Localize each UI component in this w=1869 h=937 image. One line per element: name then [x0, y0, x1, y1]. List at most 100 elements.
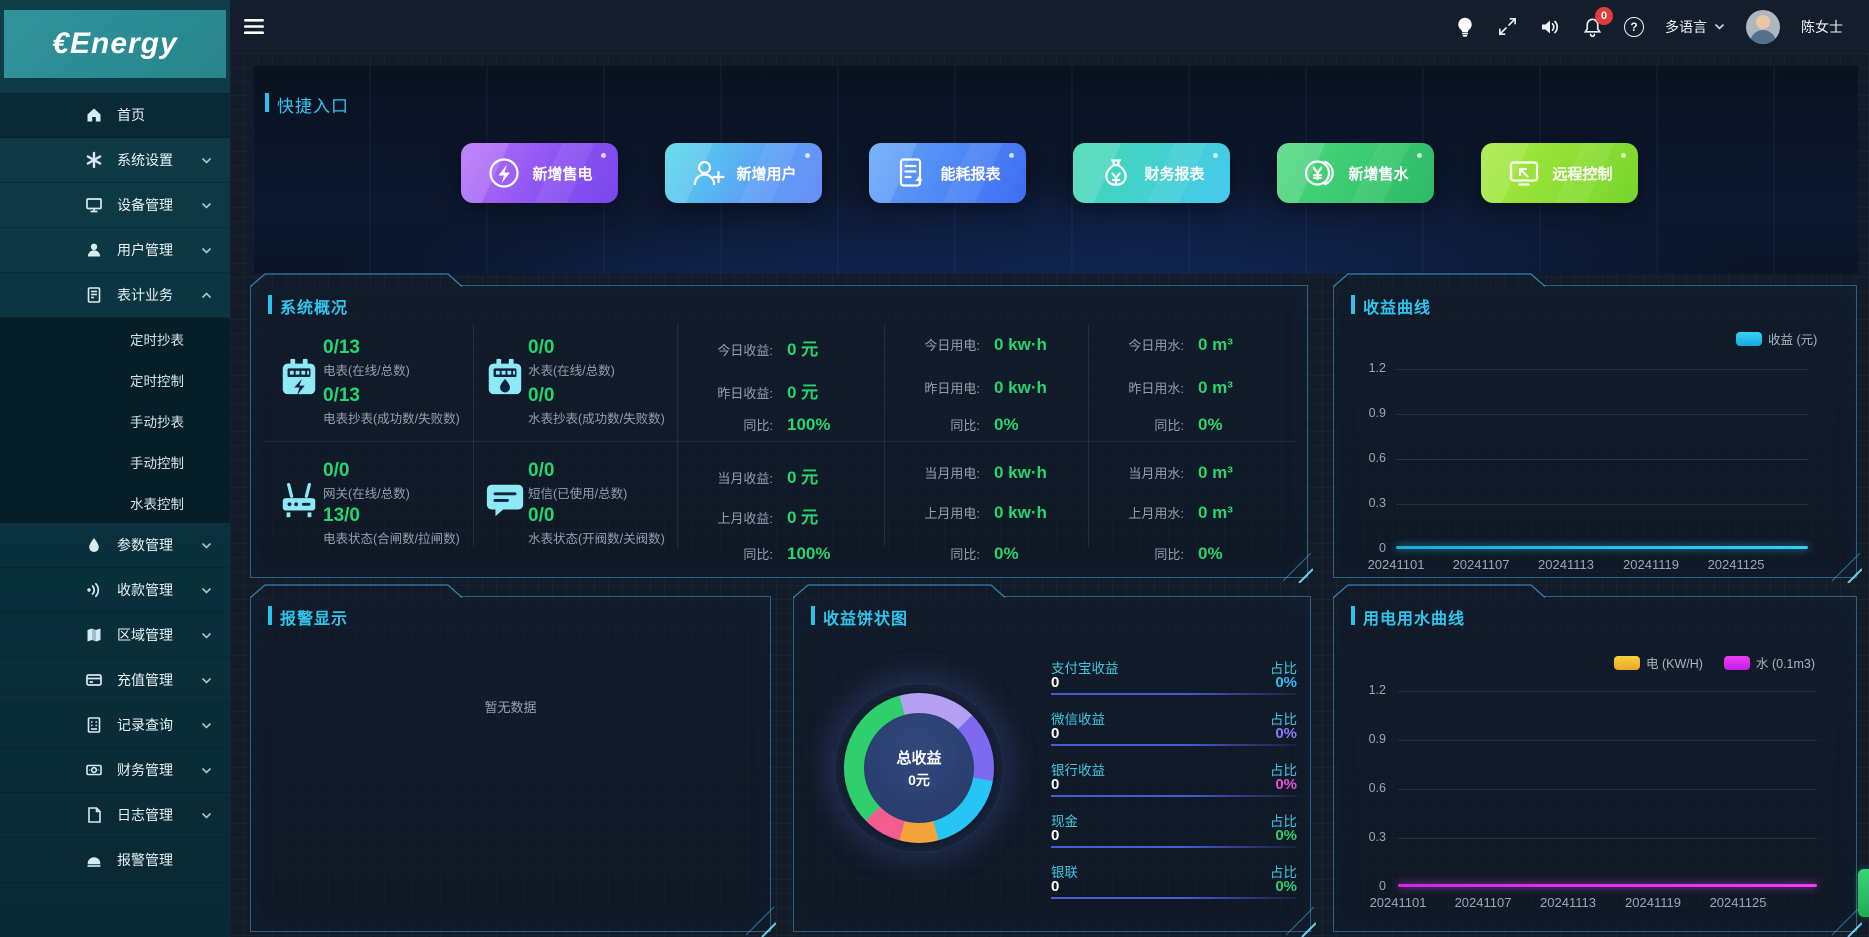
- sidebar-item-records-query[interactable]: 记录查询: [0, 703, 230, 748]
- app-logo[interactable]: €Energy: [4, 10, 226, 78]
- revenue-legend[interactable]: 收益 (元): [1736, 329, 1817, 348]
- sidebar: €Energy 首页 系统设置 设备管理: [0, 0, 230, 937]
- y-tick-label: 0.6: [1368, 451, 1386, 465]
- notification-badge: 0: [1595, 6, 1613, 25]
- y-tick-label: 0.6: [1368, 781, 1386, 795]
- quick-entry-title: 快捷入口: [277, 97, 349, 116]
- x-tick-label: 20241101: [1367, 557, 1425, 572]
- revenue-donut-chart[interactable]: 总收益 0元: [834, 683, 1004, 853]
- sidebar-item-collection-mgmt[interactable]: 收款管理: [0, 568, 230, 613]
- alarm-display-title: 报警显示: [280, 611, 349, 628]
- chevron-down-icon: [1714, 23, 1725, 30]
- chevron-down-icon: [201, 202, 212, 209]
- settings-icon: [85, 151, 103, 169]
- new-user-button[interactable]: 新增用户: [665, 143, 822, 203]
- gridline: [1396, 414, 1808, 415]
- meter-icon: [85, 286, 103, 304]
- section-accent-bar: [1351, 295, 1355, 314]
- sidebar-subitem-manual-reading[interactable]: 手动抄表: [130, 414, 184, 430]
- phone-volume-icon: [85, 581, 103, 599]
- sidebar-item-region-mgmt[interactable]: 区域管理: [0, 613, 230, 658]
- sidebar-subitem-scheduled-control[interactable]: 定时控制: [130, 373, 184, 389]
- sidebar-item-system-settings[interactable]: 系统设置: [0, 138, 230, 183]
- usage-legend-water[interactable]: 水 (0.1m3): [1724, 653, 1815, 672]
- chevron-down-icon: [201, 157, 212, 164]
- new-electric-sale-button[interactable]: 新增售电: [461, 143, 618, 203]
- pie-row-wechat: 微信收益 占比 0 0%: [1051, 708, 1297, 752]
- money-bag-icon: [1105, 159, 1128, 186]
- electric-meter-icon: [278, 356, 320, 403]
- sms-icon: [484, 479, 526, 526]
- theme-bulb-icon[interactable]: [1454, 16, 1476, 38]
- y-tick-label: 0.9: [1368, 406, 1386, 420]
- remote-control-button[interactable]: 远程控制: [1481, 143, 1638, 203]
- sidebar-item-device-mgmt[interactable]: 设备管理: [0, 183, 230, 228]
- x-tick-label: 20241107: [1454, 895, 1512, 910]
- speaker-icon[interactable]: [1539, 16, 1561, 38]
- chevron-down-icon: [201, 587, 212, 594]
- user-icon: [85, 241, 103, 259]
- chevron-down-icon: [201, 767, 212, 774]
- revenue-curve-panel: 收益曲线 收益 (元) 1.2 0.9 0.6 0.3 0 20241101 2…: [1333, 273, 1862, 583]
- hamburger-menu-icon[interactable]: [244, 18, 264, 40]
- sidebar-subitem-scheduled-reading[interactable]: 定时抄表: [130, 332, 184, 348]
- sidebar-item-meter-business[interactable]: 表计业务: [0, 273, 230, 318]
- topbar: 0 ? 多语言 陈女士: [230, 0, 1869, 53]
- sidebar-subitem-manual-control[interactable]: 手动控制: [130, 455, 184, 471]
- system-overview-panel: 系统概况 0/13 电表(在线/总数) 0/13 电表抄表(成功数/失败数) 0…: [250, 273, 1313, 583]
- sidebar-item-finance-mgmt[interactable]: 财务管理: [0, 748, 230, 793]
- chevron-down-icon: [201, 677, 212, 684]
- coin-yen-icon: [1305, 160, 1335, 186]
- fullscreen-icon[interactable]: [1497, 16, 1518, 37]
- pie-row-unionpay: 银联 占比 0 0%: [1051, 861, 1297, 905]
- droplet-icon: [85, 536, 103, 554]
- y-tick-label: 0: [1379, 541, 1386, 555]
- y-tick-label: 0.3: [1368, 830, 1386, 844]
- usage-legend-electric[interactable]: 电 (KW/H): [1614, 653, 1703, 672]
- metrics-water-column: 今日用水: 0 m³ 昨日用水: 0 m³ 同比: 0% 当月用水: 0 m³ 上月用水…: [1128, 335, 1233, 563]
- sidebar-item-user-mgmt[interactable]: 用户管理: [0, 228, 230, 273]
- section-accent-bar: [265, 93, 269, 112]
- help-icon[interactable]: ?: [1624, 16, 1644, 37]
- monitor-icon: [85, 196, 103, 214]
- legend-swatch-electric: [1614, 655, 1640, 670]
- section-accent-bar: [268, 606, 272, 625]
- sidebar-item-recharge-mgmt[interactable]: 充值管理: [0, 658, 230, 703]
- donut-center: 总收益 0元: [864, 713, 974, 823]
- gridline: [1398, 838, 1817, 839]
- energy-report-button[interactable]: 能耗报表: [869, 143, 1026, 203]
- language-selector[interactable]: 多语言: [1665, 17, 1725, 37]
- energy-report-icon: [900, 158, 923, 188]
- usage-curves-panel: 用电用水曲线 电 (KW/H) 水 (0.1m3) 1.2 0.9 0.6 0.…: [1333, 584, 1862, 937]
- pie-row-bank: 银行收益 占比 0 0%: [1051, 759, 1297, 803]
- chevron-up-icon: [201, 291, 212, 299]
- sidebar-item-home[interactable]: 首页: [0, 93, 230, 138]
- y-tick-label: 0.3: [1368, 496, 1386, 510]
- bell-icon[interactable]: 0: [1582, 6, 1613, 38]
- chevron-down-icon: [201, 812, 212, 819]
- credit-card-icon: [85, 671, 103, 689]
- x-tick-label: 20241101: [1369, 895, 1427, 910]
- sidebar-item-log-mgmt[interactable]: 日志管理: [0, 793, 230, 838]
- gridline: [1396, 369, 1808, 370]
- quick-entry-banner: 快捷入口 新增售电 新增用户 能耗报表 财务报表 新增售水 远程控制: [252, 66, 1858, 274]
- sidebar-subitem-water-meter-control[interactable]: 水表控制: [130, 496, 184, 512]
- sidebar-item-param-mgmt[interactable]: 参数管理: [0, 523, 230, 568]
- sidebar-submenu: 定时抄表 定时控制 手动抄表 手动控制 水表控制: [0, 318, 230, 523]
- sidebar-item-alarm-mgmt[interactable]: 报警管理: [0, 838, 230, 883]
- metrics-revenue-column: 今日收益: 0 元 昨日收益: 0 元 同比: 100% 当月收益: 0 元 上月收益:…: [717, 340, 831, 563]
- revenue-pie-panel: 收益饼状图 总收益 0元 支付宝收益 占比 0 0% 微信收益 占比 0 0% …: [793, 584, 1316, 937]
- pie-row-alipay: 支付宝收益 占比 0 0%: [1051, 657, 1297, 701]
- x-tick-label: 20241107: [1452, 557, 1510, 572]
- section-accent-bar: [268, 295, 272, 314]
- records-icon: [85, 716, 103, 734]
- floating-widget[interactable]: [1858, 869, 1869, 917]
- x-tick-label: 20241125: [1707, 557, 1765, 572]
- gridline: [1398, 740, 1817, 741]
- chevron-down-icon: [201, 542, 212, 549]
- water-meter-icon: [484, 356, 526, 403]
- user-avatar[interactable]: [1746, 9, 1780, 44]
- new-water-sale-button[interactable]: 新增售水: [1277, 143, 1434, 203]
- finance-report-button[interactable]: 财务报表: [1073, 143, 1230, 203]
